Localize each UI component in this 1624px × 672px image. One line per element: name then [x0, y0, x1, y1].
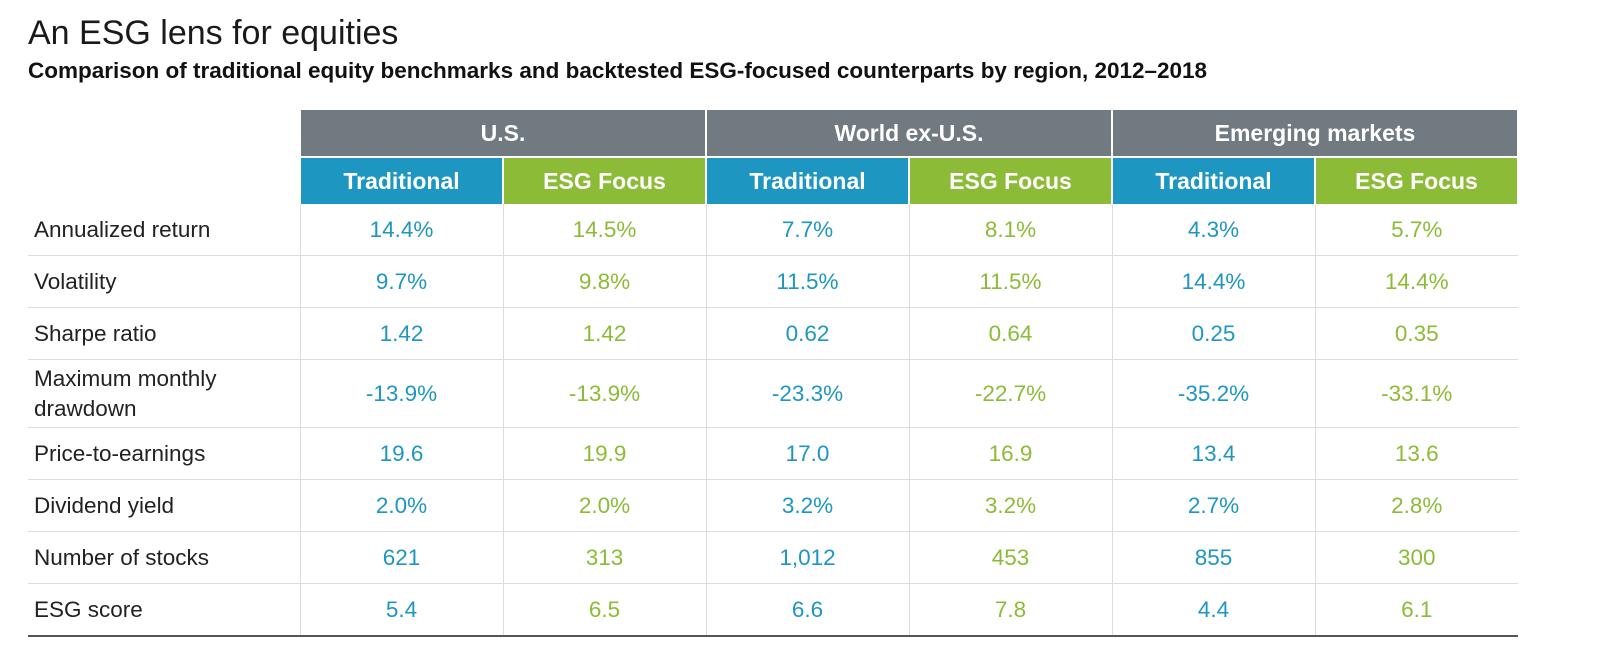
table-cell: 300: [1314, 531, 1518, 584]
table-cell: 4.3%: [1111, 204, 1315, 256]
chart-subtitle: Comparison of traditional equity benchma…: [28, 58, 1208, 83]
table-cell: 9.7%: [299, 255, 503, 308]
table-cell: 0.25: [1111, 307, 1315, 360]
table-cell: 313: [502, 531, 706, 584]
table-row: Number of stocks 621 313 1,012 453 855 3…: [28, 531, 1518, 584]
table-cell: 6.6: [705, 583, 909, 637]
table-cell: -33.1%: [1314, 359, 1518, 428]
table-row: Price-to-earnings 19.6 19.9 17.0 16.9 13…: [28, 427, 1518, 480]
header-corner-sub: [28, 157, 300, 204]
table-cell: 5.4: [299, 583, 503, 637]
column-header-world-esg-focus: ESG Focus: [908, 156, 1113, 204]
table-cell: 0.35: [1314, 307, 1518, 360]
table-cell: 4.4: [1111, 583, 1315, 637]
row-label: ESG score: [28, 583, 300, 637]
table-cell: 1,012: [705, 531, 909, 584]
region-header-us: U.S.: [299, 110, 707, 157]
row-label: Maximum monthly drawdown: [28, 359, 300, 428]
region-header-emerging-markets: Emerging markets: [1111, 110, 1519, 157]
row-label: Dividend yield: [28, 479, 300, 532]
column-header-row: Traditional ESG Focus Traditional ESG Fo…: [28, 156, 1519, 204]
column-header-em-traditional: Traditional: [1111, 156, 1316, 204]
column-header-em-esg-focus: ESG Focus: [1314, 156, 1519, 204]
table-cell: 2.0%: [299, 479, 503, 532]
table-row: Sharpe ratio 1.42 1.42 0.62 0.64 0.25 0.…: [28, 307, 1518, 360]
row-label: Number of stocks: [28, 531, 300, 584]
table-cell: 17.0: [705, 427, 909, 480]
esg-comparison-table: U.S. World ex-U.S. Emerging markets Trad…: [28, 110, 1519, 637]
table-cell: 8.1%: [908, 204, 1112, 256]
table-cell: 3.2%: [705, 479, 909, 532]
table-cell: -35.2%: [1111, 359, 1315, 428]
table-row: Maximum monthly drawdown -13.9% -13.9% -…: [28, 359, 1518, 428]
table-cell: 11.5%: [908, 255, 1112, 308]
column-header-us-traditional: Traditional: [299, 156, 504, 204]
table-cell: 14.4%: [299, 204, 503, 256]
table-cell: 6.1: [1314, 583, 1518, 637]
table-cell: -22.7%: [908, 359, 1112, 428]
table-cell: 2.7%: [1111, 479, 1315, 532]
table-cell: 6.5: [502, 583, 706, 637]
table-cell: 5.7%: [1314, 204, 1518, 256]
table-cell: 19.6: [299, 427, 503, 480]
region-header-world-ex-us: World ex-U.S.: [705, 110, 1113, 157]
table-row: Volatility 9.7% 9.8% 11.5% 11.5% 14.4% 1…: [28, 255, 1518, 308]
table-cell: 0.62: [705, 307, 909, 360]
table-cell: 7.8: [908, 583, 1112, 637]
table-cell: 7.7%: [705, 204, 909, 256]
table-cell: -13.9%: [299, 359, 503, 428]
table-cell: -23.3%: [705, 359, 909, 428]
table-cell: 14.4%: [1314, 255, 1518, 308]
table-cell: 3.2%: [908, 479, 1112, 532]
table-cell: 1.42: [502, 307, 706, 360]
chart-title: An ESG lens for equities: [28, 14, 399, 52]
table-cell: 855: [1111, 531, 1315, 584]
table-cell: -13.9%: [502, 359, 706, 428]
row-label: Annualized return: [28, 204, 300, 256]
column-header-world-traditional: Traditional: [705, 156, 910, 204]
row-label: Sharpe ratio: [28, 307, 300, 360]
table-cell: 13.6: [1314, 427, 1518, 480]
table-cell: 0.64: [908, 307, 1112, 360]
table-cell: 19.9: [502, 427, 706, 480]
header-corner: [28, 110, 300, 157]
table-cell: 2.0%: [502, 479, 706, 532]
table-cell: 621: [299, 531, 503, 584]
table-row: ESG score 5.4 6.5 6.6 7.8 4.4 6.1: [28, 583, 1518, 637]
table-cell: 14.4%: [1111, 255, 1315, 308]
table-cell: 11.5%: [705, 255, 909, 308]
table-cell: 14.5%: [502, 204, 706, 256]
table-cell: 9.8%: [502, 255, 706, 308]
table-cell: 13.4: [1111, 427, 1315, 480]
table-row: Annualized return 14.4% 14.5% 7.7% 8.1% …: [28, 204, 1518, 256]
row-label: Volatility: [28, 255, 300, 308]
region-header-row: U.S. World ex-U.S. Emerging markets: [28, 110, 1519, 157]
table-row: Dividend yield 2.0% 2.0% 3.2% 3.2% 2.7% …: [28, 479, 1518, 532]
table-cell: 16.9: [908, 427, 1112, 480]
column-header-us-esg-focus: ESG Focus: [502, 156, 707, 204]
table-cell: 2.8%: [1314, 479, 1518, 532]
table-cell: 1.42: [299, 307, 503, 360]
table-cell: 453: [908, 531, 1112, 584]
row-label: Price-to-earnings: [28, 427, 300, 480]
